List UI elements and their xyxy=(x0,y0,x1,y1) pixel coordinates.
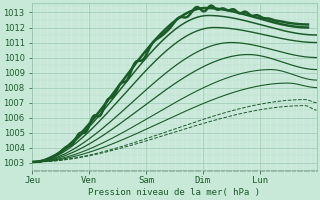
X-axis label: Pression niveau de la mer( hPa ): Pression niveau de la mer( hPa ) xyxy=(88,188,260,197)
